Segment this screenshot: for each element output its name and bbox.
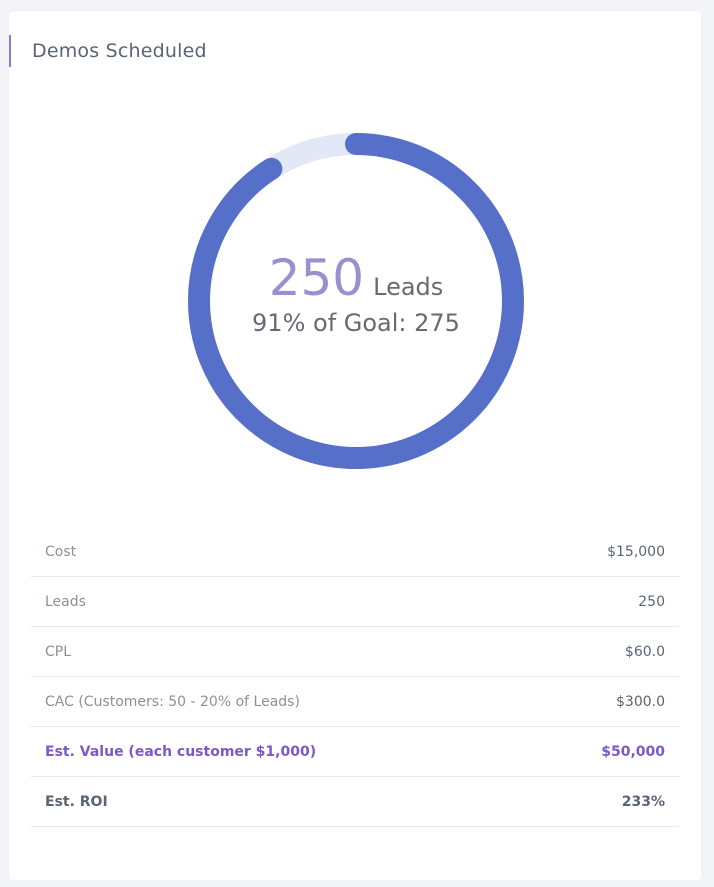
donut-svg	[188, 133, 524, 469]
gauge-value-line: 250 Leads	[269, 253, 444, 303]
metric-row-leads: Leads 250	[31, 577, 679, 627]
metric-value: 250	[638, 593, 665, 610]
card-title: Demos Scheduled	[32, 40, 207, 62]
metric-row-est-roi: Est. ROI 233%	[31, 777, 679, 827]
donut-progress	[188, 133, 524, 469]
metrics-table: Cost $15,000 Leads 250 CPL $60.0 CAC (Cu…	[31, 527, 679, 827]
metric-label: Est. ROI	[45, 793, 108, 810]
metric-row-cpl: CPL $60.0	[31, 627, 679, 677]
metric-value: $15,000	[607, 543, 665, 560]
metric-row-cost: Cost $15,000	[31, 527, 679, 577]
gauge-value: 250	[268, 249, 365, 307]
metric-row-est-value: Est. Value (each customer $1,000) $50,00…	[31, 727, 679, 777]
metric-value: $300.0	[616, 693, 665, 710]
metric-label: Cost	[45, 543, 77, 560]
metric-label: CAC (Customers: 50 - 20% of Leads)	[45, 693, 300, 710]
metric-label: Leads	[45, 593, 86, 610]
metric-label: CPL	[45, 643, 72, 660]
metric-value: $60.0	[624, 643, 665, 660]
gauge-unit: Leads	[373, 273, 444, 301]
metric-row-cac: CAC (Customers: 50 - 20% of Leads) $300.…	[31, 677, 679, 727]
donut-center: 250 Leads 91% of Goal: 275	[186, 131, 526, 471]
card-header: Demos Scheduled	[9, 35, 207, 67]
metric-label: Est. Value (each customer $1,000)	[45, 743, 317, 760]
metric-value: 233%	[621, 793, 665, 810]
donut-gauge: 250 Leads 91% of Goal: 275	[186, 131, 526, 471]
card: Demos Scheduled 250 Leads 91% of Goal: 2…	[9, 11, 701, 880]
metric-value: $50,000	[601, 743, 665, 760]
gauge-goal: 91% of Goal: 275	[252, 309, 460, 337]
